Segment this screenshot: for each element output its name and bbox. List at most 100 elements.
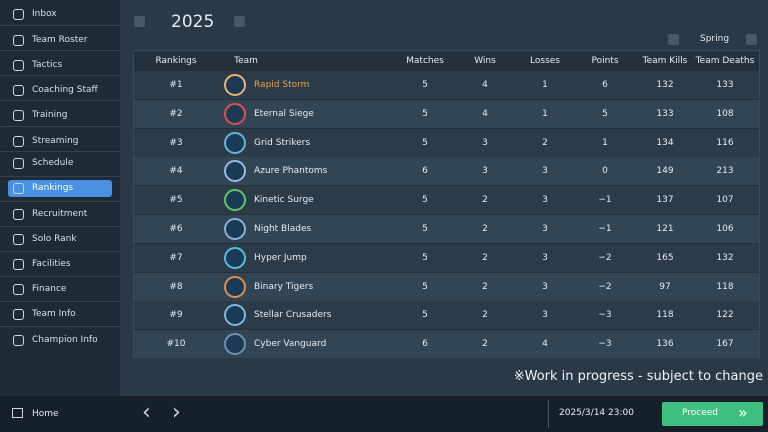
team-name: Stellar Crusaders xyxy=(254,310,332,321)
proceed-button[interactable]: Proceed » xyxy=(662,402,763,426)
table-cell: 136 xyxy=(656,339,674,350)
table-cell: 5 xyxy=(422,310,428,321)
divider xyxy=(548,400,549,428)
table-cell: #7 xyxy=(169,252,183,263)
note: ※Work in progress - subject to change xyxy=(513,369,763,384)
table-cell: −3 xyxy=(598,339,612,350)
separator xyxy=(0,201,120,202)
nav-item[interactable]: Rankings xyxy=(8,180,112,197)
column-header: Losses xyxy=(530,56,560,66)
nav-item[interactable]: Solo Rank xyxy=(8,231,112,248)
nav-label: Streaming xyxy=(32,136,79,146)
nav-item[interactable]: Recruitment xyxy=(8,206,112,223)
table-row: #1 Rapid Storm 5 4 1 6 132 133 xyxy=(134,71,759,99)
nav-item[interactable]: Champion Info xyxy=(8,332,112,349)
nav-icon xyxy=(13,209,24,220)
separator xyxy=(0,126,120,127)
table-cell: 3 xyxy=(482,137,488,148)
next-year[interactable] xyxy=(234,16,245,27)
nav-label: Team Info xyxy=(32,309,76,319)
table-row: #3 Grid Strikers 5 3 2 1 134 116 xyxy=(134,128,759,157)
team-name: Binary Tigers xyxy=(254,281,314,292)
nav-item[interactable]: Training xyxy=(8,107,112,124)
table-cell: 108 xyxy=(716,108,734,119)
team-logo xyxy=(224,102,246,125)
table-cell: #5 xyxy=(169,195,183,206)
back-arrow[interactable]: ‹ xyxy=(142,400,151,425)
table-cell: 4 xyxy=(542,339,548,350)
table-row: #6 Night Blades 5 2 3 −1 121 106 xyxy=(134,215,759,243)
separator xyxy=(0,226,120,227)
nav-item[interactable]: Facilities xyxy=(8,256,112,273)
table-cell: 122 xyxy=(716,310,734,321)
table-cell: #1 xyxy=(169,80,183,90)
nav-label: Tactics xyxy=(32,60,63,70)
column-header: Matches xyxy=(406,56,444,66)
team-name: Grid Strikers xyxy=(254,137,311,148)
table-cell: 3 xyxy=(542,252,548,263)
forward-arrow[interactable]: › xyxy=(172,400,181,425)
table-cell: 2 xyxy=(482,310,488,321)
separator xyxy=(0,176,120,177)
nav-label: Finance xyxy=(32,284,67,294)
team-name: Azure Phantoms xyxy=(254,166,328,177)
table-cell: 167 xyxy=(716,339,734,350)
team-logo xyxy=(224,304,246,327)
nav-icon xyxy=(13,60,24,71)
year: 2025 xyxy=(171,12,215,32)
nav-item[interactable]: Team Roster xyxy=(8,32,112,49)
table-cell: 118 xyxy=(716,281,734,292)
team-logo xyxy=(224,189,246,212)
table-cell: 116 xyxy=(716,137,734,148)
proceed-icon: » xyxy=(738,403,748,422)
team-name: Cyber Vanguard xyxy=(254,339,327,350)
table-row: #7 Hyper Jump 5 2 3 −2 165 132 xyxy=(134,243,759,272)
nav-label: Champion Info xyxy=(32,335,98,345)
nav-icon xyxy=(13,284,24,295)
nav-label: Inbox xyxy=(32,9,57,19)
separator xyxy=(0,75,120,76)
nav-item[interactable]: Tactics xyxy=(8,57,112,74)
column-header: Points xyxy=(591,56,619,66)
table-cell: −1 xyxy=(598,195,612,206)
table-cell: 4 xyxy=(482,80,488,90)
nav-icon xyxy=(13,9,24,20)
table-cell: 132 xyxy=(656,80,674,90)
table-cell: −3 xyxy=(598,310,612,321)
table-cell: #3 xyxy=(169,137,183,148)
table-cell: 2 xyxy=(482,252,488,263)
prev-year[interactable] xyxy=(134,16,145,27)
table-cell: 2 xyxy=(482,195,488,206)
nav-item[interactable]: Schedule xyxy=(8,155,112,172)
table-cell: 97 xyxy=(659,281,671,292)
team-logo xyxy=(224,160,246,183)
column-header: Team Deaths xyxy=(695,56,755,66)
nav-item[interactable]: Team Info xyxy=(8,306,112,323)
next-season[interactable] xyxy=(746,34,757,45)
team-logo xyxy=(224,74,246,96)
season: Spring xyxy=(700,34,730,44)
table-cell: 2 xyxy=(482,224,488,234)
table-cell: 3 xyxy=(482,166,488,177)
table-cell: 132 xyxy=(716,252,734,263)
home[interactable]: Home xyxy=(32,409,59,419)
table-cell: 6 xyxy=(422,339,428,350)
table-cell: 5 xyxy=(602,108,608,119)
separator xyxy=(0,276,120,277)
separator xyxy=(0,251,120,252)
nav-item[interactable]: Inbox xyxy=(8,6,112,23)
separator xyxy=(0,25,120,26)
nav-item[interactable]: Coaching Staff xyxy=(8,82,112,99)
nav-item[interactable]: Streaming xyxy=(8,133,112,150)
table-row: #5 Kinetic Surge 5 2 3 −1 137 107 xyxy=(134,186,759,215)
team-name: Night Blades xyxy=(254,224,312,234)
table-cell: 5 xyxy=(422,108,428,119)
table-cell: −2 xyxy=(598,252,612,263)
table-cell: 134 xyxy=(656,137,674,148)
table-cell: #4 xyxy=(169,166,183,177)
table-cell: 149 xyxy=(656,166,674,177)
nav-icon xyxy=(13,259,24,270)
nav-item[interactable]: Finance xyxy=(8,281,112,298)
prev-season[interactable] xyxy=(668,34,679,45)
